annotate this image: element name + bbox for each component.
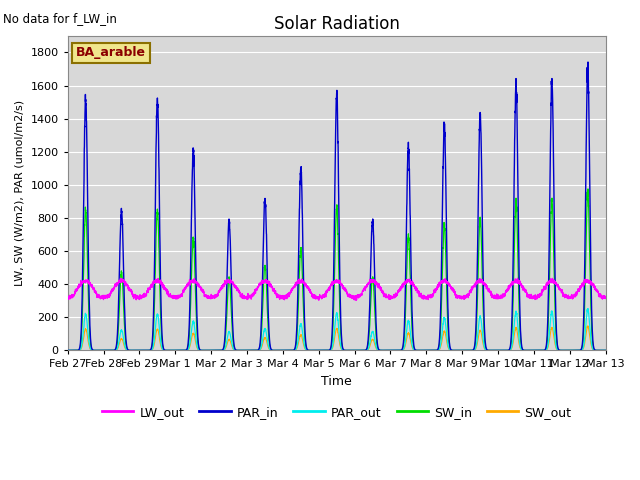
Title: Solar Radiation: Solar Radiation	[274, 15, 399, 33]
Legend: LW_out, PAR_in, PAR_out, SW_in, SW_out: LW_out, PAR_in, PAR_out, SW_in, SW_out	[97, 401, 577, 424]
X-axis label: Time: Time	[321, 375, 352, 388]
Text: No data for f_LW_in: No data for f_LW_in	[3, 12, 117, 25]
Text: BA_arable: BA_arable	[76, 47, 146, 60]
Y-axis label: LW, SW (W/m2), PAR (umol/m2/s): LW, SW (W/m2), PAR (umol/m2/s)	[15, 100, 25, 286]
